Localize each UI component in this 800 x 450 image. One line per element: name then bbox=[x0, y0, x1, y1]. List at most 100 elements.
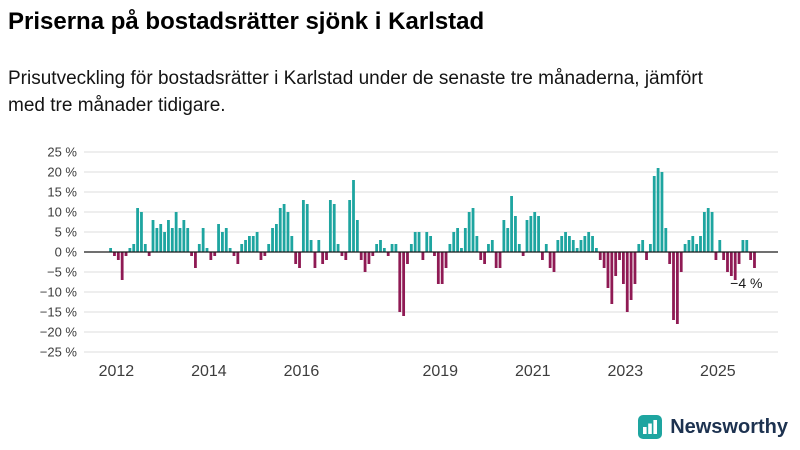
bar bbox=[402, 252, 406, 316]
bar bbox=[598, 252, 602, 260]
bar bbox=[136, 208, 139, 252]
bar bbox=[625, 252, 629, 312]
bar bbox=[190, 252, 193, 256]
bar bbox=[544, 244, 548, 252]
bar bbox=[683, 244, 687, 252]
bar bbox=[355, 220, 359, 252]
bar bbox=[394, 244, 398, 252]
bars bbox=[109, 168, 756, 324]
bar bbox=[379, 240, 382, 252]
bar bbox=[336, 244, 340, 252]
bar bbox=[702, 212, 706, 252]
bar bbox=[529, 216, 533, 252]
bar bbox=[606, 252, 610, 288]
bar bbox=[691, 236, 695, 252]
bar bbox=[290, 236, 294, 252]
bar bbox=[687, 240, 691, 252]
bar bbox=[641, 240, 645, 252]
bar bbox=[564, 232, 567, 252]
bar bbox=[471, 208, 475, 252]
bar bbox=[317, 240, 321, 252]
bar bbox=[301, 200, 305, 252]
bar bbox=[182, 220, 186, 252]
x-tick-label: 2021 bbox=[515, 363, 551, 380]
bar bbox=[436, 252, 440, 284]
bar bbox=[147, 252, 151, 256]
bar bbox=[390, 244, 394, 252]
bar bbox=[298, 252, 301, 268]
bar bbox=[433, 252, 436, 256]
bar bbox=[579, 240, 583, 252]
x-tick-label: 2012 bbox=[99, 363, 135, 380]
bar bbox=[344, 252, 348, 260]
bar bbox=[425, 232, 429, 252]
bar bbox=[340, 252, 344, 256]
newsworthy-branding: Newsworthy bbox=[637, 414, 788, 440]
x-tick-label: 2014 bbox=[191, 363, 227, 380]
y-tick-label: 15 % bbox=[47, 185, 77, 200]
bar bbox=[221, 232, 224, 252]
bar bbox=[452, 232, 456, 252]
bar bbox=[552, 252, 556, 272]
y-tick-label: −15 % bbox=[40, 305, 78, 320]
bar bbox=[514, 216, 517, 252]
bar bbox=[510, 196, 513, 252]
bar bbox=[440, 252, 444, 284]
bar bbox=[363, 252, 367, 272]
x-tick-label: 2019 bbox=[422, 363, 458, 380]
bar bbox=[737, 252, 741, 264]
bar bbox=[116, 252, 120, 260]
bar bbox=[371, 252, 375, 256]
last-value-annotation: −4 % bbox=[730, 275, 762, 291]
bar bbox=[679, 252, 683, 272]
bar bbox=[386, 252, 390, 256]
bar bbox=[749, 252, 753, 260]
bar bbox=[610, 252, 614, 304]
bar bbox=[417, 232, 421, 252]
y-tick-label: 20 % bbox=[47, 165, 77, 180]
bar bbox=[648, 244, 652, 252]
bar-chart-icon bbox=[638, 415, 663, 439]
bar bbox=[587, 232, 591, 252]
bar bbox=[591, 236, 594, 252]
y-tick-label: 0 % bbox=[55, 245, 78, 260]
x-tick-label: 2025 bbox=[700, 363, 736, 380]
bar bbox=[143, 244, 147, 252]
bar bbox=[244, 240, 247, 252]
bar bbox=[248, 236, 251, 252]
y-tick-label: −20 % bbox=[40, 325, 78, 340]
bar bbox=[217, 224, 220, 252]
bar bbox=[448, 244, 452, 252]
bar bbox=[278, 208, 282, 252]
bar bbox=[729, 252, 733, 276]
bar bbox=[132, 244, 136, 252]
bar bbox=[710, 212, 714, 252]
bar bbox=[286, 212, 290, 252]
bar bbox=[718, 240, 722, 252]
bar bbox=[124, 252, 128, 256]
bar bbox=[259, 252, 263, 260]
bar bbox=[517, 244, 521, 252]
bar bbox=[533, 212, 537, 252]
bar bbox=[255, 232, 259, 252]
bar bbox=[467, 212, 471, 252]
bar bbox=[109, 248, 113, 252]
bar bbox=[614, 252, 618, 276]
bar bbox=[753, 252, 756, 268]
bar bbox=[194, 252, 197, 268]
bar bbox=[722, 252, 726, 260]
bar bbox=[375, 244, 379, 252]
price-development-chart: 25 % 20 % 15 % 10 % 5 % 0 % −5 % −10 % −15 % −20 … bbox=[0, 140, 800, 382]
y-tick-label: 5 % bbox=[55, 225, 78, 240]
x-tick-label: 2023 bbox=[608, 363, 644, 380]
bar bbox=[444, 252, 448, 268]
bar bbox=[560, 236, 564, 252]
bar bbox=[197, 244, 201, 252]
bar bbox=[463, 228, 467, 252]
bar bbox=[224, 228, 228, 252]
bar bbox=[228, 248, 232, 252]
bar bbox=[236, 252, 240, 264]
bar bbox=[170, 228, 174, 252]
bar bbox=[714, 252, 718, 260]
bar bbox=[367, 252, 371, 264]
